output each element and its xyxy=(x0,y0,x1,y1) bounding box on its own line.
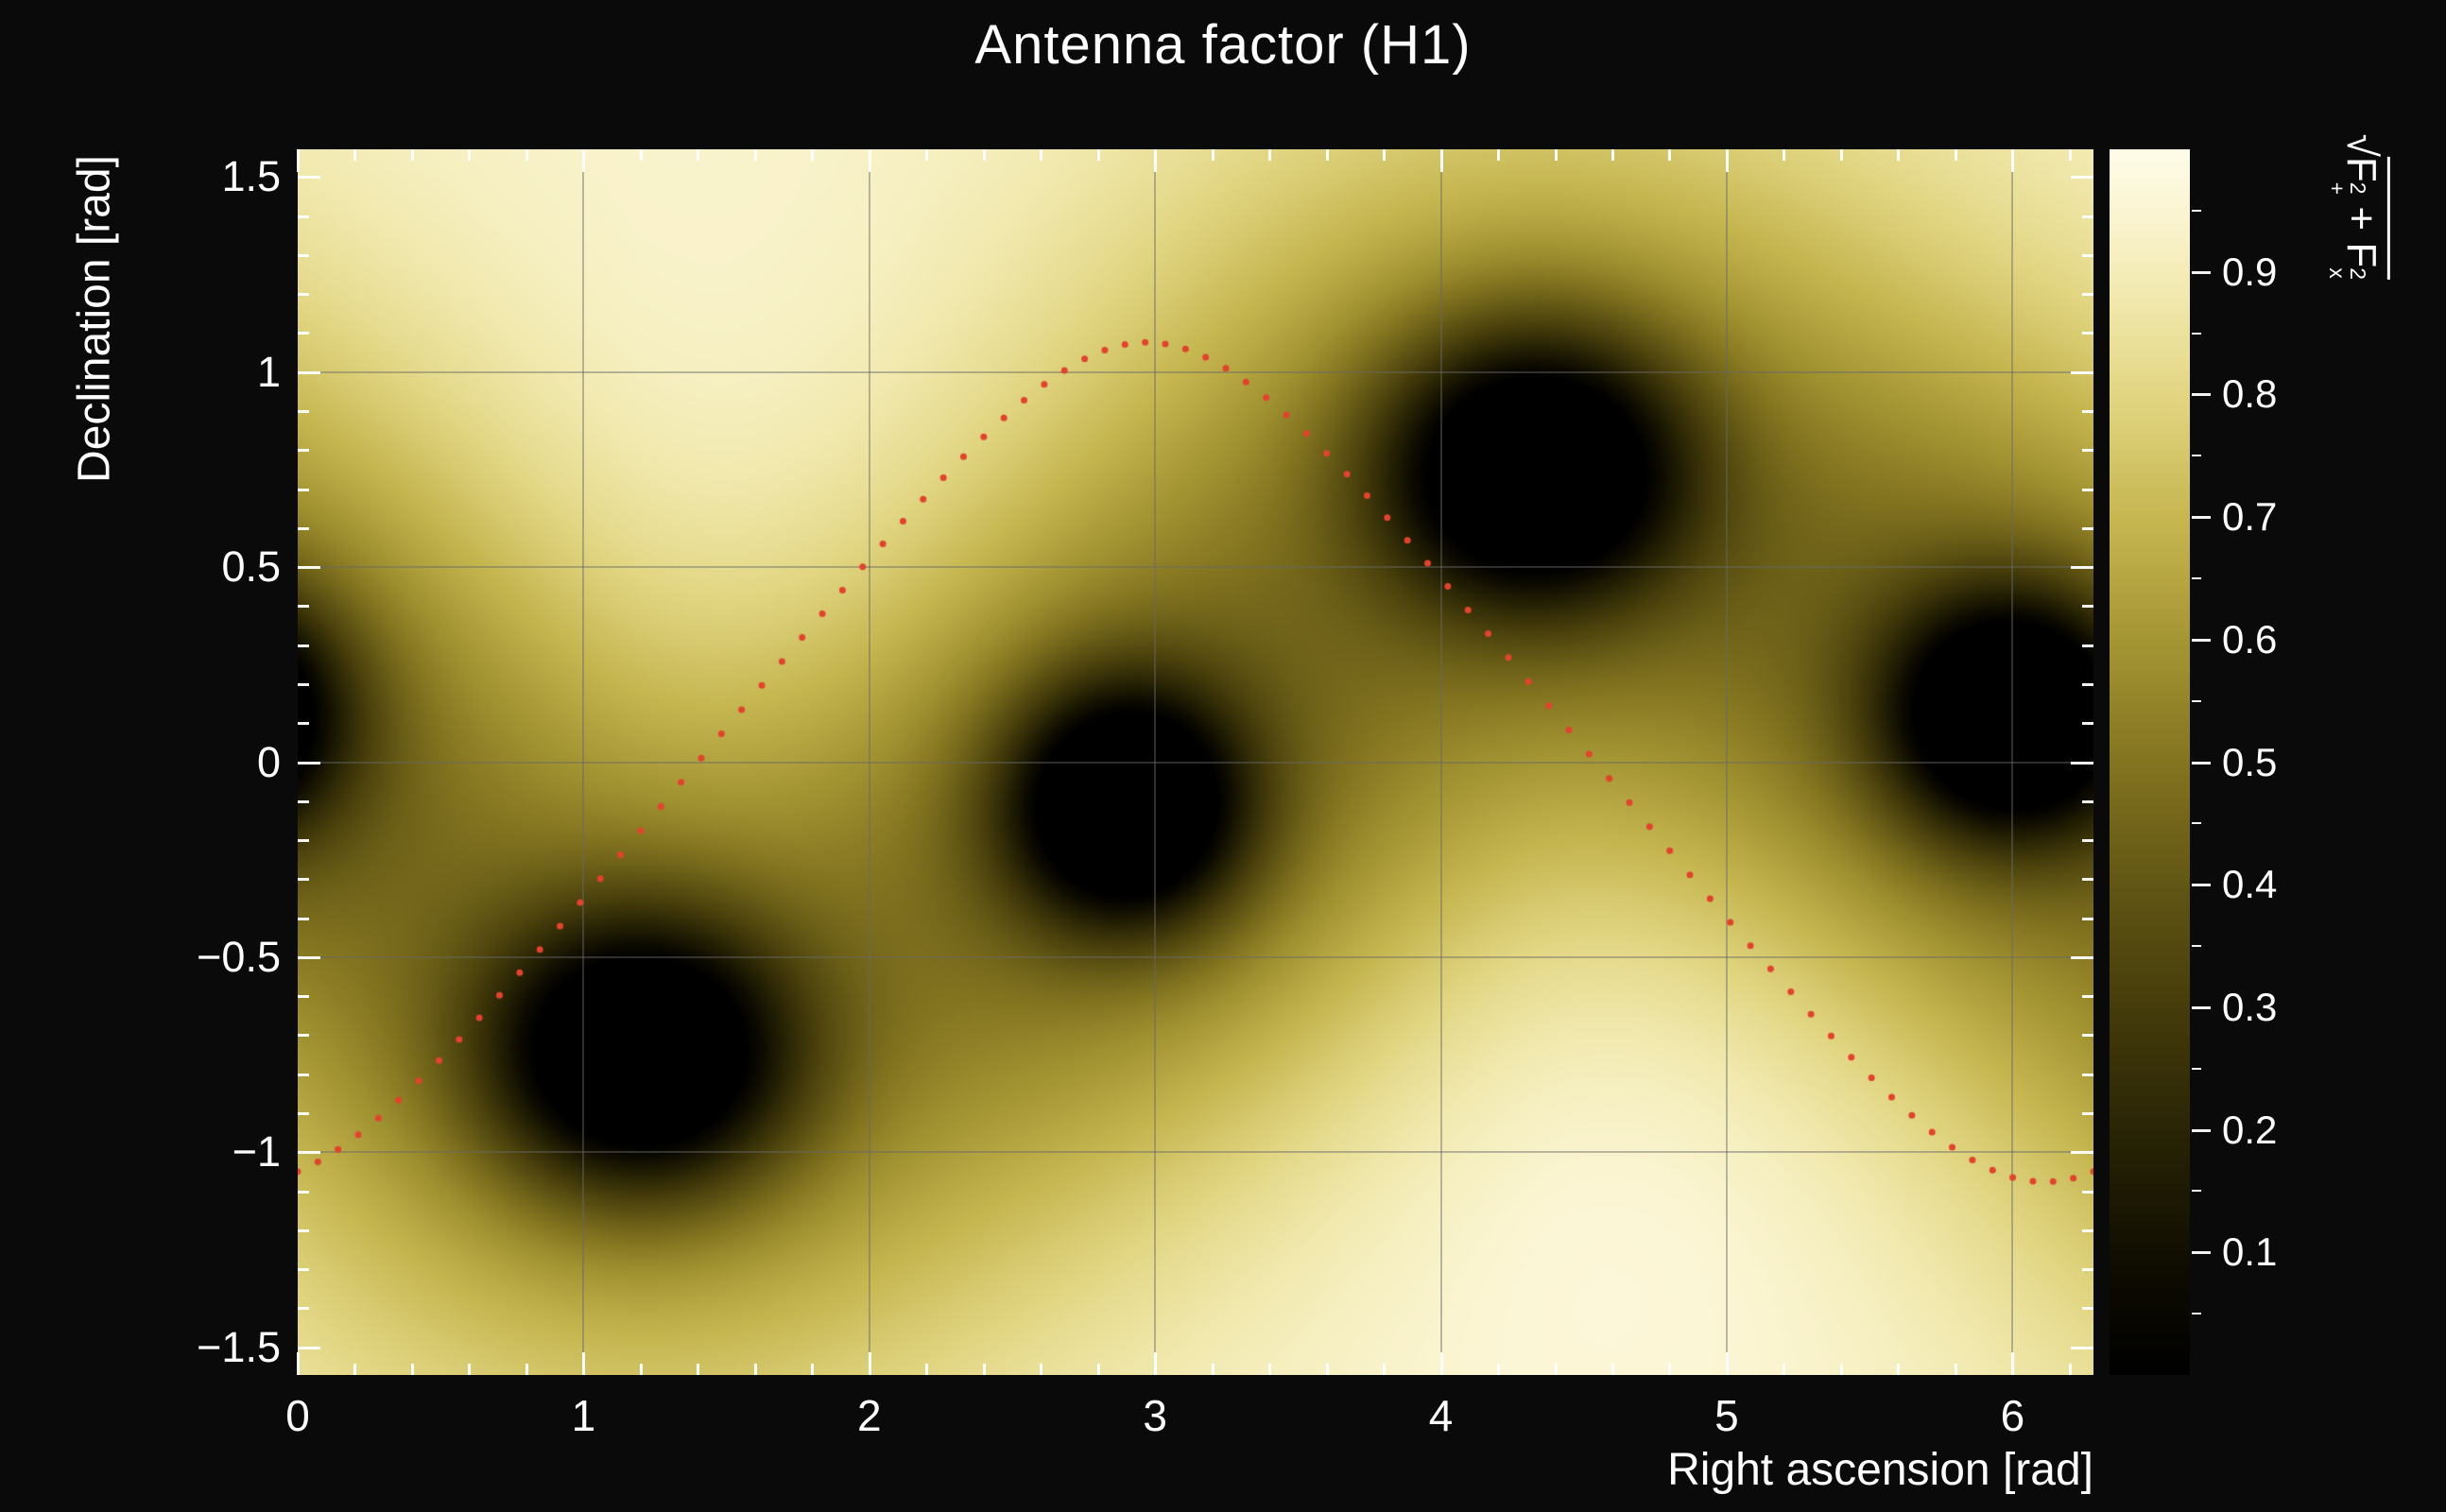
colorbar-minor-tick xyxy=(2192,1067,2201,1070)
x-tick-label: 6 xyxy=(2000,1391,2025,1440)
x-tick-label: 0 xyxy=(285,1391,310,1440)
colorbar-minor-tick xyxy=(2192,699,2201,702)
colorbar-tick xyxy=(2192,1251,2211,1255)
colorbar-tick xyxy=(2192,1128,2211,1132)
colorbar-tick-label: 0.1 xyxy=(2222,1229,2278,1275)
colorbar-tick-label: 0.7 xyxy=(2222,494,2278,540)
y-tick-label: 1.5 xyxy=(221,152,281,201)
colorbar-minor-tick xyxy=(2192,332,2201,335)
colorbar-tick-label: 0.6 xyxy=(2222,616,2278,662)
colorbar-minor-tick xyxy=(2192,455,2201,457)
colorbar-tick-label: 0.5 xyxy=(2222,739,2278,784)
colorbar-tick xyxy=(2192,1005,2211,1009)
plus-sign: + xyxy=(2337,206,2385,232)
f-plus-subscript: + xyxy=(2324,181,2350,196)
x-tick-label: 2 xyxy=(856,1391,882,1440)
x-tick-label: 1 xyxy=(571,1391,596,1440)
y-tick-label: 1 xyxy=(256,347,281,396)
f-cross-subscript: x xyxy=(2324,267,2350,279)
colorbar-tick-label: 0.8 xyxy=(2222,371,2278,417)
colorbar-tick-label: 0.3 xyxy=(2222,984,2278,1029)
f-plus-symbol: F xyxy=(2337,156,2385,182)
colorbar-minor-tick xyxy=(2192,945,2201,948)
colorbar-tick xyxy=(2192,516,2211,520)
y-tick-label: 0 xyxy=(256,737,281,786)
y-tick-label: −1.5 xyxy=(197,1322,281,1371)
colorbar-minor-tick xyxy=(2192,1313,2201,1315)
f-cross-symbol: F xyxy=(2337,242,2385,268)
colorbar-tick-label: 0.2 xyxy=(2222,1107,2278,1152)
colorbar-tick xyxy=(2192,761,2211,765)
colorbar-tick xyxy=(2192,393,2211,397)
overlay-curve-canvas xyxy=(298,149,2093,1375)
colorbar-tick-label: 0.9 xyxy=(2222,249,2278,294)
x-tick-label: 4 xyxy=(1428,1391,1454,1440)
colorbar-tick xyxy=(2192,884,2211,887)
colorbar-minor-tick xyxy=(2192,822,2201,825)
x-tick-label: 5 xyxy=(1714,1391,1739,1440)
f-plus-superscript: 2 xyxy=(2345,181,2370,195)
plus-operator: + xyxy=(2338,195,2385,242)
colorbar-minor-tick xyxy=(2192,209,2201,212)
f-cross-superscript: 2 xyxy=(2345,267,2370,280)
y-axis-title: Declination [rad] xyxy=(69,155,120,483)
f-plus-scripts: 2 + xyxy=(2324,181,2370,196)
x-tick-label: 3 xyxy=(1143,1391,1167,1440)
colorbar-minor-tick xyxy=(2192,1190,2201,1193)
colorbar-gradient xyxy=(2110,149,2190,1375)
y-tick-label: −1 xyxy=(232,1127,281,1177)
colorbar-minor-tick xyxy=(2192,576,2201,579)
colorbar-tick-label: 0.4 xyxy=(2222,862,2278,907)
y-axis-title-wrap: Declination [rad] xyxy=(69,83,121,556)
colorbar xyxy=(2110,149,2190,1375)
sqrt-symbol: √ xyxy=(2337,133,2385,157)
y-tick-label: 0.5 xyxy=(221,542,281,592)
plot-area xyxy=(297,149,2093,1375)
colorbar-tick xyxy=(2192,638,2211,642)
y-tick-label: −0.5 xyxy=(197,932,281,981)
x-axis-title: Right ascension [rad] xyxy=(1667,1445,2093,1495)
colorbar-tick xyxy=(2192,270,2211,274)
chart-title: Antenna factor (H1) xyxy=(974,14,1472,76)
